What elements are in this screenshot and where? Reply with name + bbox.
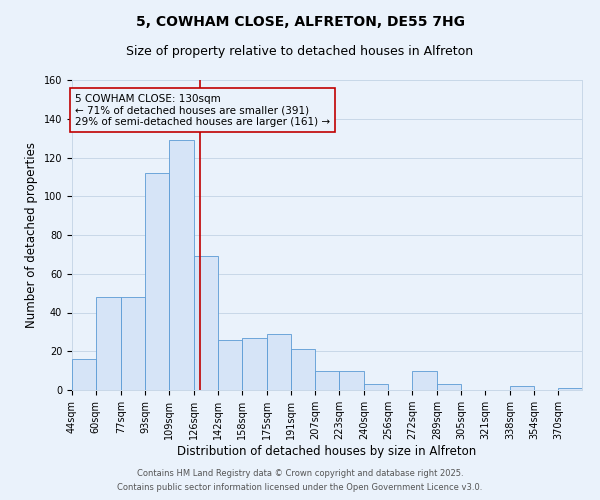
Text: 5, COWHAM CLOSE, ALFRETON, DE55 7HG: 5, COWHAM CLOSE, ALFRETON, DE55 7HG (136, 15, 464, 29)
Bar (169, 140, 194, 390)
Bar (242, 338, 268, 390)
Bar (72, 359, 96, 390)
Bar (145, 173, 169, 390)
Bar (339, 370, 364, 390)
Text: Size of property relative to detached houses in Alfreton: Size of property relative to detached ho… (127, 45, 473, 58)
Text: Contains HM Land Registry data © Crown copyright and database right 2025.: Contains HM Land Registry data © Crown c… (137, 468, 463, 477)
Text: 5 COWHAM CLOSE: 130sqm
← 71% of detached houses are smaller (391)
29% of semi-de: 5 COWHAM CLOSE: 130sqm ← 71% of detached… (75, 94, 330, 127)
Y-axis label: Number of detached properties: Number of detached properties (25, 142, 38, 328)
Bar (121, 297, 145, 390)
Bar (315, 370, 339, 390)
Bar (218, 340, 242, 390)
Text: Contains public sector information licensed under the Open Government Licence v3: Contains public sector information licen… (118, 484, 482, 492)
Bar (437, 384, 461, 390)
Bar (364, 384, 388, 390)
Bar (291, 350, 315, 390)
Bar (511, 386, 534, 390)
Bar (558, 388, 582, 390)
Bar (412, 370, 437, 390)
Bar (96, 297, 121, 390)
Bar (194, 256, 218, 390)
X-axis label: Distribution of detached houses by size in Alfreton: Distribution of detached houses by size … (178, 445, 476, 458)
Bar (268, 334, 291, 390)
